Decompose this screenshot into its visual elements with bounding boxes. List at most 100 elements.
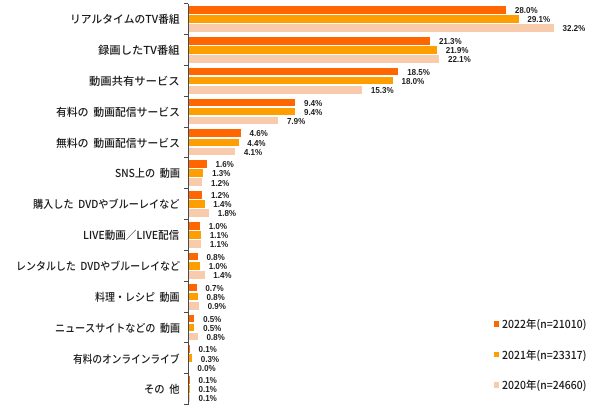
bar-2021年 — [188, 323, 195, 332]
value-label: 1.4% — [213, 200, 232, 210]
axis-tick — [184, 33, 188, 35]
bar-2022年 — [188, 160, 207, 168]
value-label: 0.1% — [198, 385, 217, 395]
value-label: 0.0% — [197, 363, 216, 373]
value-label: 18.5% — [407, 67, 430, 77]
legend-swatch-2020年 — [493, 382, 499, 388]
bar-2021年 — [188, 76, 393, 85]
category-label — [144, 384, 180, 395]
bar-2020年 — [188, 394, 190, 403]
value-label: 18.0% — [401, 76, 425, 86]
category-label — [98, 44, 180, 55]
axis-tick — [184, 249, 188, 251]
value-label: 0.1% — [198, 394, 217, 404]
axis-tick — [184, 219, 188, 221]
bar-2021年 — [188, 231, 202, 239]
axis-tick — [184, 126, 188, 128]
bar-2022年 — [188, 283, 197, 292]
value-label: 0.5% — [203, 323, 222, 333]
axis-tick — [184, 311, 188, 313]
value-label: 0.3% — [200, 354, 220, 364]
axis-tick — [184, 157, 188, 159]
value-label: 4.1% — [243, 147, 263, 157]
category-label — [114, 168, 179, 179]
bar-2022年 — [188, 345, 190, 354]
value-label: 15.3% — [370, 85, 394, 95]
category-label — [72, 13, 180, 25]
bar-2021年 — [188, 169, 204, 178]
legend-swatch-2021年 — [493, 351, 499, 358]
category-label — [55, 322, 179, 333]
bar-2022年 — [188, 129, 241, 138]
value-label: 0.5% — [203, 314, 222, 324]
axis-tick — [184, 342, 188, 344]
value-label: 0.1% — [198, 376, 217, 386]
value-label: 21.3% — [438, 36, 462, 46]
bar-2021年 — [188, 15, 519, 23]
value-label: 1.2% — [211, 191, 230, 201]
bar-2022年 — [188, 376, 190, 384]
bar-2020年 — [188, 332, 198, 341]
value-label: 29.1% — [527, 15, 551, 25]
axis-tick — [184, 188, 188, 190]
value-label: 1.1% — [209, 240, 229, 250]
value-label: 0.8% — [206, 292, 225, 302]
bar-2020年 — [188, 85, 363, 94]
bar-2022年 — [188, 191, 203, 199]
value-label: 0.8% — [206, 252, 225, 262]
y-axis-line — [187, 3, 189, 405]
bar-2022年 — [188, 221, 201, 230]
bar-2020年 — [188, 116, 279, 125]
bar-2020年 — [188, 240, 202, 248]
value-label: 0.9% — [207, 301, 226, 311]
value-label: 1.2% — [211, 178, 230, 188]
legend-swatch-2022年 — [493, 321, 499, 327]
bar-2020年 — [188, 178, 203, 187]
value-label: 9.4% — [304, 107, 323, 117]
axis-tick — [184, 373, 188, 375]
axis-tick — [184, 95, 188, 97]
bar-2020年 — [188, 271, 205, 279]
value-label: 9.4% — [304, 98, 323, 108]
bar-2020年 — [188, 55, 440, 63]
bar-2022年 — [188, 6, 507, 14]
category-label — [33, 198, 180, 210]
value-label: 1.0% — [208, 261, 227, 271]
bar-2020年 — [188, 147, 236, 156]
value-label: 1.1% — [209, 231, 229, 241]
value-label: 0.7% — [205, 283, 224, 293]
category-label — [84, 229, 180, 241]
bar-2021年 — [188, 45, 438, 54]
value-label: 7.9% — [286, 116, 306, 126]
axis-tick — [184, 404, 188, 406]
legend-label — [501, 379, 585, 392]
category-label — [73, 352, 180, 364]
bar-2022年 — [188, 36, 431, 45]
bar-2021年 — [188, 292, 198, 301]
value-label: 4.6% — [249, 129, 268, 139]
value-label: 22.1% — [448, 55, 471, 65]
bar-2021年 — [188, 354, 193, 363]
value-label: 1.8% — [217, 209, 237, 219]
axis-tick — [184, 280, 188, 282]
value-label: 1.3% — [212, 169, 231, 179]
bar-2021年 — [188, 200, 205, 208]
category-label — [89, 75, 179, 86]
axis-tick — [184, 3, 188, 5]
bar-2022年 — [188, 314, 195, 323]
bar-2022年 — [188, 67, 399, 76]
value-label: 1.6% — [215, 160, 234, 170]
bar-2020年 — [188, 209, 210, 217]
legend-label — [501, 349, 585, 361]
bar-2022年 — [188, 98, 296, 107]
category-label — [95, 291, 179, 302]
bar-2021年 — [188, 107, 296, 116]
bar-2020年 — [188, 301, 199, 310]
legend-label — [501, 318, 585, 331]
bar-2021年 — [188, 261, 201, 270]
bar-2021年 — [188, 385, 190, 393]
value-label: 0.8% — [206, 332, 225, 342]
value-label: 21.9% — [445, 46, 469, 55]
bar-2022年 — [188, 252, 198, 261]
